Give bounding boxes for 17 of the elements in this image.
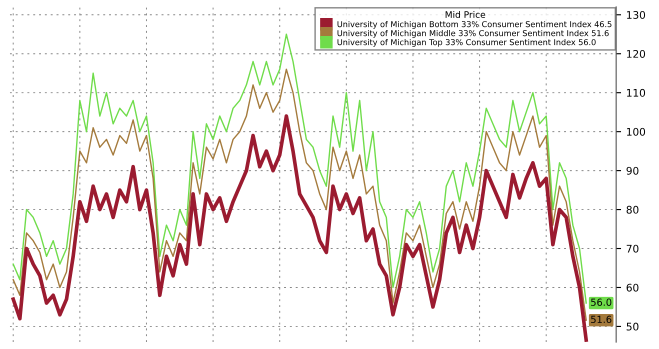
legend-label: University of Michigan Bottom 33% Consumer Sentiment Index 46.5 [338,20,612,29]
y-tick-label: 120 [627,50,646,58]
data-label: 56.0 [591,298,612,306]
y-tick-label: 130 [627,11,646,19]
legend-label: University of Michigan Middle 33% Consumer Sentiment Index 51.6 [338,30,609,38]
line-series [11,114,588,342]
y-tick-label: 110 [627,88,646,97]
y-tick-label: 80 [626,206,638,214]
y-tick-label: 50 [626,322,638,331]
line-series [12,68,587,321]
legend-title: Mid Price [446,11,486,18]
data-label: 51.6 [591,316,612,324]
y-tick-label: 70 [626,244,638,253]
y-tick-label: 100 [627,128,646,136]
y-tick-label: 90 [626,166,638,175]
y-tick-label: 60 [626,284,638,292]
legend-label: University of Michigan Top 33% Consumer Sentiment Index 56.0 [338,38,596,47]
